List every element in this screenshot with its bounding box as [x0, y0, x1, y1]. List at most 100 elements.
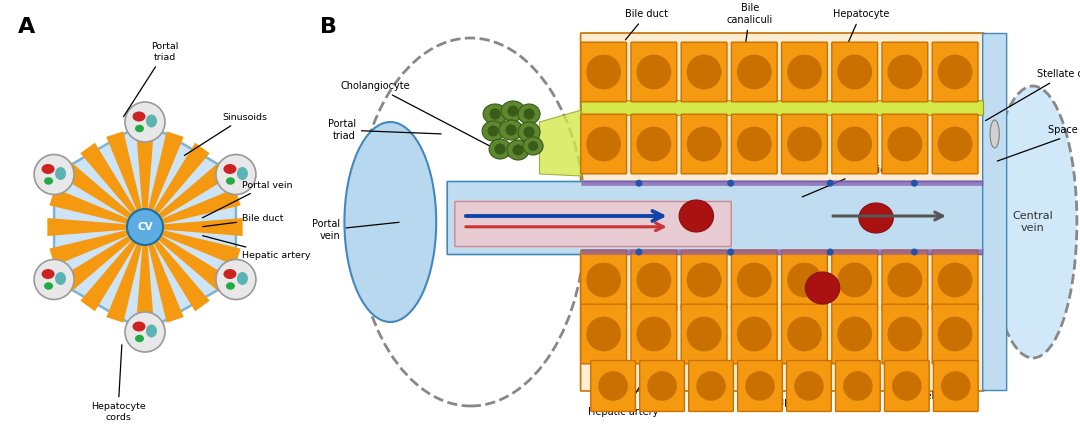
Circle shape	[636, 127, 672, 161]
FancyBboxPatch shape	[882, 42, 928, 102]
Ellipse shape	[345, 122, 436, 322]
Circle shape	[524, 126, 535, 138]
FancyBboxPatch shape	[933, 361, 978, 412]
Ellipse shape	[44, 282, 53, 290]
Text: Cholangiocyte: Cholangiocyte	[340, 81, 510, 157]
Circle shape	[888, 127, 922, 161]
Circle shape	[787, 316, 822, 351]
FancyBboxPatch shape	[832, 114, 878, 174]
FancyBboxPatch shape	[581, 33, 984, 183]
Circle shape	[937, 263, 972, 298]
Circle shape	[35, 155, 75, 194]
Circle shape	[687, 55, 721, 90]
Ellipse shape	[224, 269, 237, 279]
Ellipse shape	[55, 167, 66, 180]
Ellipse shape	[501, 101, 525, 121]
Circle shape	[505, 125, 516, 135]
Polygon shape	[136, 129, 154, 214]
Polygon shape	[80, 143, 139, 218]
FancyBboxPatch shape	[932, 250, 978, 310]
Circle shape	[687, 127, 721, 161]
FancyBboxPatch shape	[731, 42, 778, 102]
FancyBboxPatch shape	[832, 250, 878, 310]
FancyBboxPatch shape	[455, 201, 731, 246]
Circle shape	[837, 263, 872, 298]
Ellipse shape	[135, 335, 144, 342]
Text: Bile duct: Bile duct	[625, 9, 669, 40]
Circle shape	[635, 249, 643, 256]
Ellipse shape	[508, 140, 529, 160]
Circle shape	[892, 371, 921, 401]
Polygon shape	[157, 188, 241, 225]
Polygon shape	[48, 218, 132, 236]
FancyBboxPatch shape	[832, 42, 878, 102]
Circle shape	[837, 55, 872, 90]
Text: Hepatic artery: Hepatic artery	[589, 366, 659, 417]
Circle shape	[910, 249, 918, 256]
Circle shape	[489, 108, 501, 120]
FancyBboxPatch shape	[782, 250, 827, 310]
Ellipse shape	[499, 120, 523, 140]
Circle shape	[35, 260, 75, 299]
Circle shape	[697, 371, 726, 401]
Polygon shape	[60, 162, 136, 221]
Circle shape	[586, 55, 621, 90]
Ellipse shape	[237, 167, 248, 180]
Text: Portal
vein: Portal vein	[312, 219, 399, 241]
Circle shape	[636, 316, 672, 351]
Circle shape	[127, 209, 163, 245]
FancyBboxPatch shape	[836, 361, 880, 412]
Ellipse shape	[41, 164, 55, 174]
Circle shape	[937, 55, 972, 90]
Circle shape	[216, 155, 256, 194]
Text: Space of Disse: Space of Disse	[997, 125, 1080, 161]
Text: Bile
canaliculi: Bile canaliculi	[727, 3, 773, 63]
Circle shape	[937, 127, 972, 161]
Circle shape	[888, 55, 922, 90]
Circle shape	[826, 249, 834, 256]
FancyBboxPatch shape	[731, 304, 778, 364]
Circle shape	[125, 312, 165, 352]
FancyBboxPatch shape	[983, 34, 1007, 391]
Circle shape	[125, 102, 165, 142]
Circle shape	[727, 249, 734, 256]
FancyBboxPatch shape	[581, 114, 626, 174]
FancyBboxPatch shape	[932, 114, 978, 174]
Text: Bile duct: Bile duct	[203, 215, 283, 227]
Circle shape	[495, 143, 505, 155]
FancyBboxPatch shape	[581, 253, 984, 391]
Circle shape	[216, 260, 256, 299]
Polygon shape	[151, 143, 210, 218]
Text: Sinusoids: Sinusoids	[185, 112, 267, 156]
Ellipse shape	[133, 322, 146, 332]
Ellipse shape	[226, 177, 235, 185]
Circle shape	[508, 105, 518, 117]
Circle shape	[635, 180, 643, 187]
FancyBboxPatch shape	[782, 42, 827, 102]
Text: Endothelial
cell: Endothelial cell	[889, 336, 946, 413]
Circle shape	[636, 55, 672, 90]
FancyBboxPatch shape	[731, 250, 778, 310]
FancyBboxPatch shape	[447, 181, 984, 254]
Circle shape	[687, 316, 721, 351]
Circle shape	[910, 180, 918, 187]
Circle shape	[687, 263, 721, 298]
FancyBboxPatch shape	[689, 361, 733, 412]
Circle shape	[586, 316, 621, 351]
Circle shape	[888, 263, 922, 298]
Circle shape	[787, 263, 822, 298]
FancyBboxPatch shape	[681, 304, 727, 364]
Polygon shape	[158, 218, 243, 236]
Circle shape	[586, 127, 621, 161]
Circle shape	[837, 127, 872, 161]
Circle shape	[787, 127, 822, 161]
Text: CV: CV	[137, 222, 152, 232]
Ellipse shape	[518, 104, 540, 124]
Ellipse shape	[482, 121, 504, 141]
Ellipse shape	[146, 325, 157, 337]
FancyBboxPatch shape	[731, 114, 778, 174]
FancyBboxPatch shape	[581, 304, 626, 364]
Circle shape	[647, 371, 677, 401]
Circle shape	[787, 55, 822, 90]
FancyBboxPatch shape	[832, 304, 878, 364]
